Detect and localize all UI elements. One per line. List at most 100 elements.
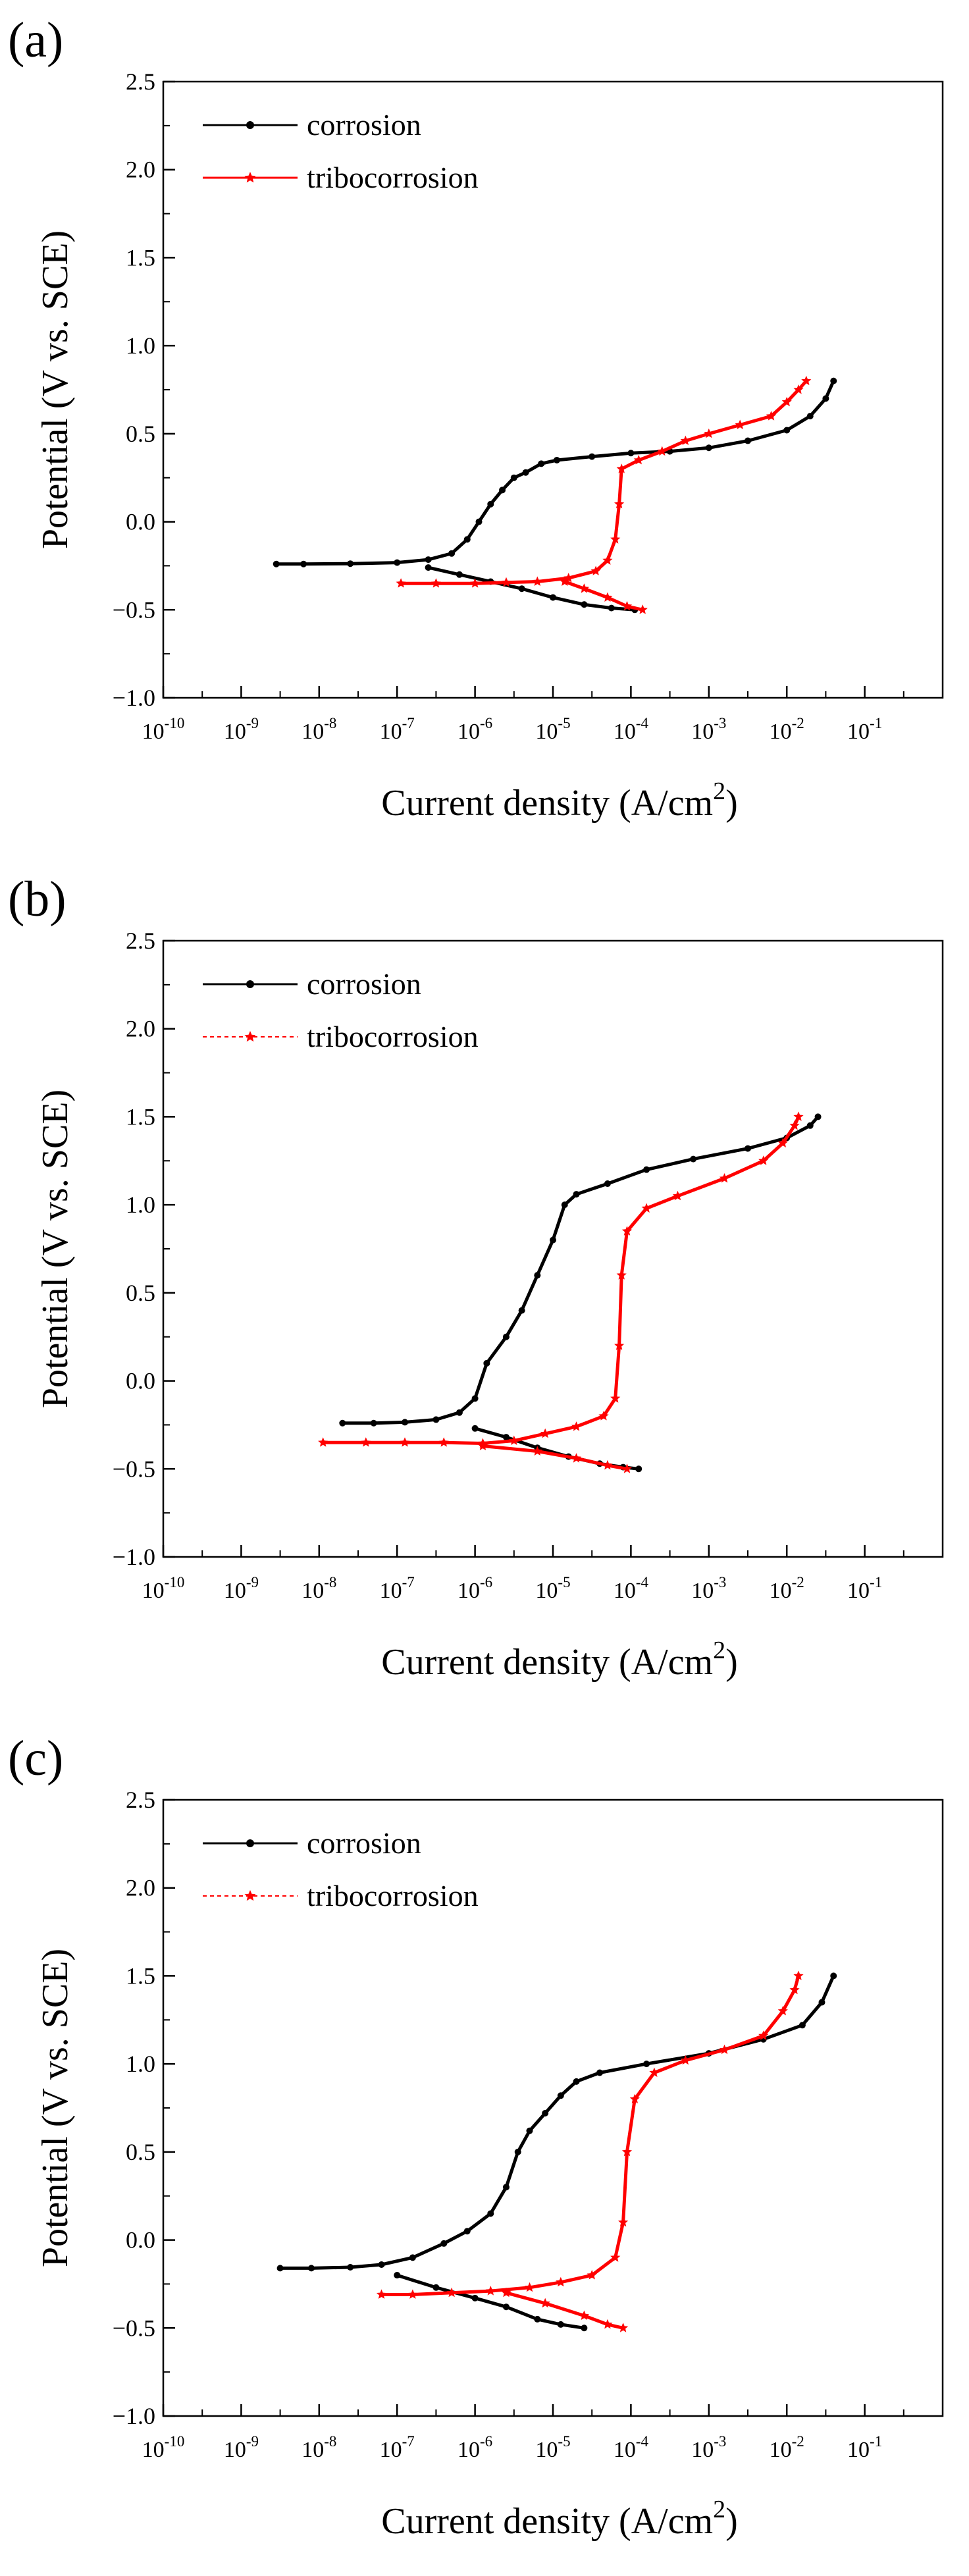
legend: corrosion tribocorrosion [203,967,479,1053]
x-tick-base: 10 [614,720,636,744]
y-tick-label: −0.5 [113,1456,155,1482]
x-tick-label: 10-6 [458,715,492,744]
panel-label: (b) [8,872,66,927]
x-tick-exponent: -4 [636,2433,649,2450]
data-point-corrosion [499,486,506,494]
x-tick-exponent: -4 [636,715,649,731]
x-tick-exponent: -5 [558,715,570,731]
y-tick-label: −1.0 [113,1544,155,1570]
data-point-tribocorrosion [704,428,714,438]
data-point-tribocorrosion [719,1173,730,1183]
x-tick-label: 10-9 [224,1574,259,1603]
x-tick-label: 10-1 [847,2433,882,2462]
x-axis-label-superscript: 2 [713,777,725,805]
data-point-tribocorrosion [590,565,601,575]
legend-marker-corrosion [246,1839,254,1847]
data-point-tribocorrosion [446,2287,457,2298]
data-point-tribocorrosion [610,534,621,544]
data-point-tribocorrosion [532,1446,542,1456]
x-tick-base: 10 [614,2438,636,2462]
x-axis-label-superscript: 2 [713,1637,725,1664]
x-tick-exponent: -1 [870,715,882,731]
x-tick-label: 10-3 [691,715,726,744]
data-point-tribocorrosion [637,604,648,614]
x-axis-label-main: Current density (A/cm [381,1642,713,1683]
data-point-corrosion [483,1359,490,1367]
x-tick-base: 10 [142,720,165,744]
data-point-tribocorrosion [680,435,691,445]
legend-marker-tribocorrosion [244,172,256,183]
data-point-corrosion [402,1419,409,1426]
y-tick-label: 1.5 [126,1103,155,1130]
x-tick-exponent: -3 [714,2433,726,2450]
data-point-tribocorrosion [560,576,570,586]
x-tick-label: 10-5 [535,1574,570,1603]
x-tick-base: 10 [691,2438,714,2462]
series-corrosion [273,377,837,614]
data-point-tribocorrosion [766,411,777,421]
x-tick-exponent: -8 [324,2433,336,2450]
x-axis-label-end: ) [725,2501,738,2542]
data-point-tribocorrosion [509,1435,519,1445]
x-tick-exponent: -8 [324,1574,336,1590]
data-point-corrosion [822,395,829,402]
data-point-corrosion [526,2127,533,2134]
data-point-corrosion [502,1434,510,1441]
data-point-corrosion [573,2078,580,2085]
x-tick-label: 10-4 [614,715,649,744]
data-point-corrosion [276,2265,284,2272]
x-tick-base: 10 [380,2438,402,2462]
data-point-tribocorrosion [793,1970,804,1980]
data-point-tribocorrosion [587,2270,597,2280]
data-point-tribocorrosion [376,2289,387,2299]
data-point-tribocorrosion [621,600,633,611]
legend-label-corrosion: corrosion [307,1826,421,1860]
data-point-corrosion [643,1166,650,1173]
y-tick-label: 0.0 [126,2227,155,2253]
data-point-corrosion [818,1999,825,2006]
chart-panel-3: (c)−1.0−0.50.00.51.01.52.02.510-10 10-9 10… [8,1731,944,2542]
y-tick-label: 1.5 [126,244,155,271]
data-point-corrosion [339,1419,346,1427]
data-point-corrosion [830,1972,837,1980]
y-tick-label: −1.0 [113,2403,155,2429]
data-point-tribocorrosion [610,1393,621,1403]
x-axis-label: Current density (A/cm2) [381,2496,738,2542]
y-tick-label: 2.0 [126,1016,155,1042]
x-tick-base: 10 [142,1579,165,1603]
y-tick-label: 2.5 [126,928,155,954]
data-point-corrosion [581,601,588,608]
data-point-tribocorrosion [793,384,804,394]
data-point-tribocorrosion [524,2282,535,2292]
data-point-corrosion [347,2264,354,2271]
x-tick-base: 10 [535,2438,558,2462]
data-point-tribocorrosion [602,2319,613,2329]
series-tribocorrosion [396,375,812,614]
legend-label-tribocorrosion: tribocorrosion [307,1020,479,1053]
data-point-corrosion [608,604,615,612]
x-tick-base: 10 [770,720,792,744]
x-tick-base: 10 [301,2438,324,2462]
data-point-tribocorrosion [532,576,542,586]
x-tick-label: 10-7 [380,715,415,744]
data-point-tribocorrosion [735,419,745,429]
x-tick-exponent: -6 [480,2433,492,2450]
x-tick-base: 10 [458,1579,480,1603]
x-tick-label: 10-5 [535,715,570,744]
legend: corrosion tribocorrosion [203,1826,479,1912]
series-line-tribocorrosion [399,379,808,585]
data-point-tribocorrosion [633,455,644,465]
data-point-tribocorrosion [361,1437,371,1447]
data-point-corrosion [643,2061,650,2068]
data-point-corrosion [463,2228,471,2235]
data-point-corrosion [573,1191,580,1198]
data-point-corrosion [471,1395,479,1402]
data-point-tribocorrosion [318,1437,328,1447]
data-point-tribocorrosion [758,2030,769,2040]
data-point-tribocorrosion [598,1411,609,1421]
data-point-corrosion [471,2294,479,2301]
x-tick-label: 10-8 [301,715,336,744]
data-point-corrosion [806,413,814,420]
chart-panel-1: (a)−1.0−0.50.00.51.01.52.02.510-10 10-9 10… [8,13,944,824]
x-tick-label: 10-7 [380,1574,415,1603]
